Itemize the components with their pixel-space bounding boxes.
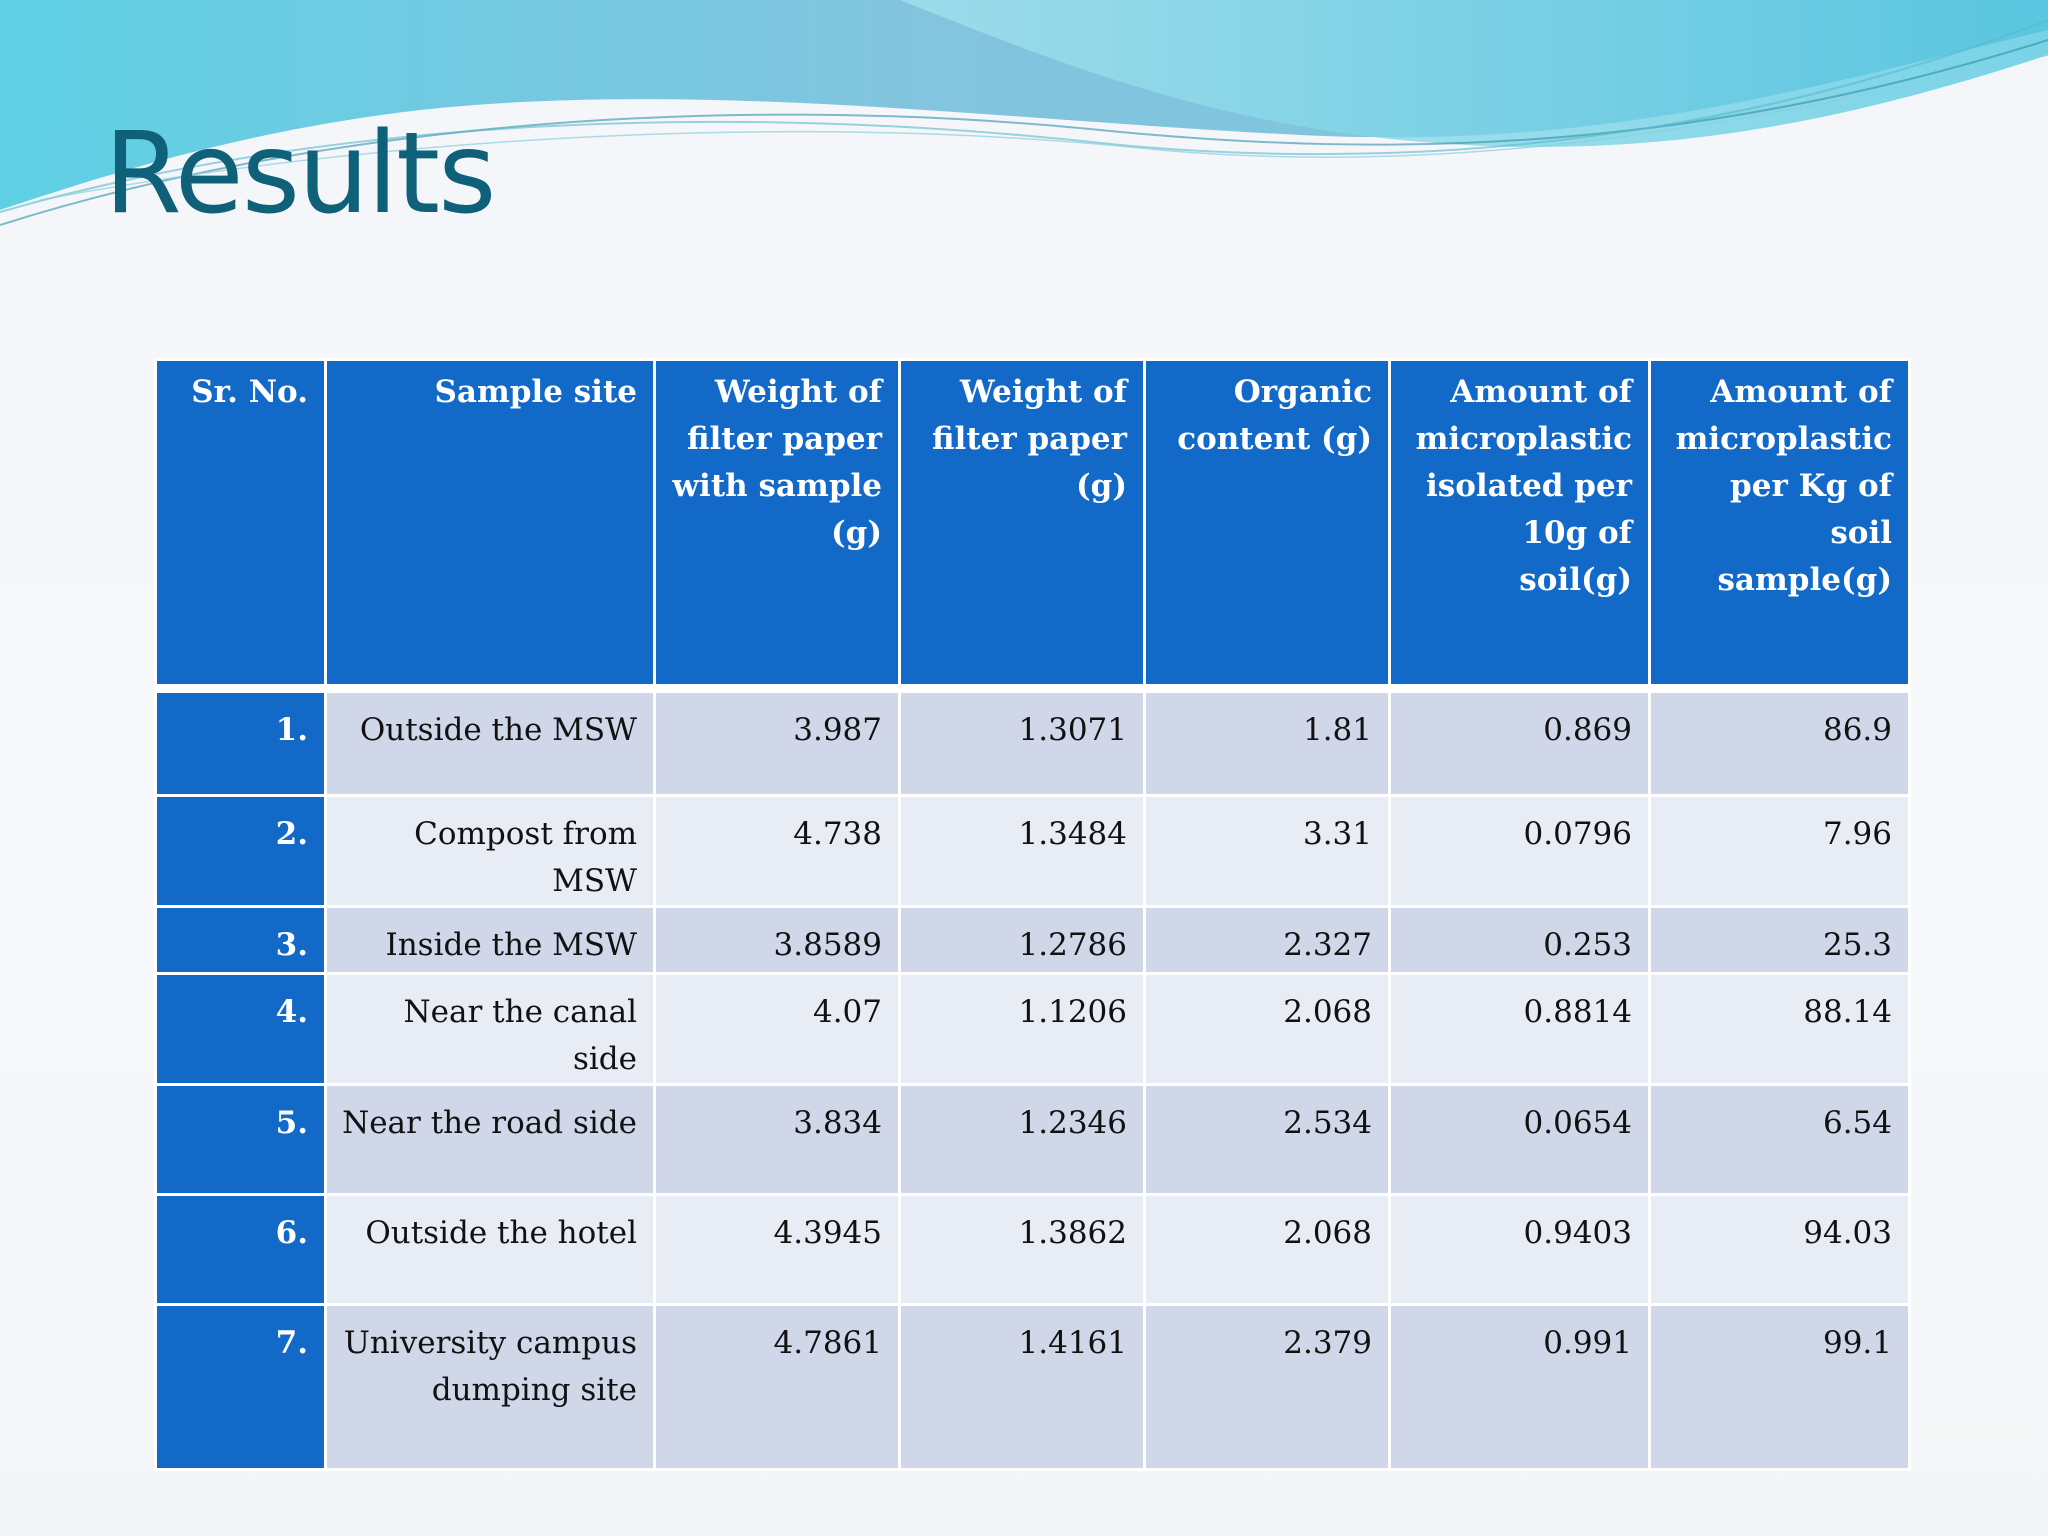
microplastic-per-kg-cell: 94.03 (1651, 1196, 1908, 1303)
table-row: 2. Compost from MSW 4.738 1.3484 3.31 0.… (157, 797, 1908, 905)
organic-content-cell: 2.327 (1146, 908, 1388, 972)
table-row: 5. Near the road side 3.834 1.2346 2.534… (157, 1086, 1908, 1193)
sample-site-cell: Near the canal side (327, 975, 653, 1083)
organic-content-cell: 1.81 (1146, 687, 1388, 794)
microplastic-per-10g-cell: 0.253 (1391, 908, 1648, 972)
microplastic-per-10g-cell: 0.991 (1391, 1306, 1648, 1468)
row-number: 7. (157, 1306, 324, 1468)
sample-site-cell: University campus dumping site (327, 1306, 653, 1468)
weight-with-sample-cell: 4.3945 (656, 1196, 898, 1303)
microplastic-per-kg-cell: 88.14 (1651, 975, 1908, 1083)
weight-with-sample-cell: 4.738 (656, 797, 898, 905)
weight-with-sample-cell: 4.7861 (656, 1306, 898, 1468)
microplastic-per-kg-cell: 7.96 (1651, 797, 1908, 905)
table-row: 4. Near the canal side 4.07 1.1206 2.068… (157, 975, 1908, 1083)
microplastic-per-10g-cell: 0.0796 (1391, 797, 1648, 905)
decorative-wave-banner (0, 0, 2048, 226)
table-row: 3. Inside the MSW 3.8589 1.2786 2.327 0.… (157, 908, 1908, 972)
organic-content-cell: 2.068 (1146, 1196, 1388, 1303)
sample-site-cell: Inside the MSW (327, 908, 653, 972)
weight-with-sample-cell: 3.8589 (656, 908, 898, 972)
row-number: 5. (157, 1086, 324, 1193)
slide-title: Results (104, 109, 496, 239)
sample-site-cell: Outside the MSW (327, 687, 653, 794)
row-number: 2. (157, 797, 324, 905)
header-weight-with-sample: Weight of filter paper with sample (g) (656, 361, 898, 684)
table-row: 1. Outside the MSW 3.987 1.3071 1.81 0.8… (157, 687, 1908, 794)
weight-filter-paper-cell: 1.1206 (901, 975, 1143, 1083)
microplastic-per-10g-cell: 0.8814 (1391, 975, 1648, 1083)
microplastic-per-kg-cell: 25.3 (1651, 908, 1908, 972)
organic-content-cell: 2.068 (1146, 975, 1388, 1083)
table-header-row: Sr. No. Sample site Weight of filter pap… (157, 361, 1908, 684)
header-weight-filter-paper: Weight of filter paper (g) (901, 361, 1143, 684)
weight-with-sample-cell: 4.07 (656, 975, 898, 1083)
weight-filter-paper-cell: 1.2786 (901, 908, 1143, 972)
header-sample-site: Sample site (327, 361, 653, 684)
header-microplastic-per-10g: Amount of microplastic isolated per 10g … (1391, 361, 1648, 684)
sample-site-cell: Outside the hotel (327, 1196, 653, 1303)
microplastic-per-10g-cell: 0.869 (1391, 687, 1648, 794)
table-row: 6. Outside the hotel 4.3945 1.3862 2.068… (157, 1196, 1908, 1303)
weight-filter-paper-cell: 1.2346 (901, 1086, 1143, 1193)
weight-filter-paper-cell: 1.3071 (901, 687, 1143, 794)
microplastic-per-kg-cell: 99.1 (1651, 1306, 1908, 1468)
header-sr-no: Sr. No. (157, 361, 324, 684)
weight-filter-paper-cell: 1.3484 (901, 797, 1143, 905)
microplastic-per-kg-cell: 86.9 (1651, 687, 1908, 794)
weight-filter-paper-cell: 1.3862 (901, 1196, 1143, 1303)
microplastic-per-kg-cell: 6.54 (1651, 1086, 1908, 1193)
row-number: 1. (157, 687, 324, 794)
row-number: 6. (157, 1196, 324, 1303)
weight-with-sample-cell: 3.834 (656, 1086, 898, 1193)
organic-content-cell: 3.31 (1146, 797, 1388, 905)
row-number: 4. (157, 975, 324, 1083)
row-number: 3. (157, 908, 324, 972)
sample-site-cell: Compost from MSW (327, 797, 653, 905)
header-organic-content: Organic content (g) (1146, 361, 1388, 684)
table-row: 7. University campus dumping site 4.7861… (157, 1306, 1908, 1468)
sample-site-cell: Near the road side (327, 1086, 653, 1193)
microplastic-per-10g-cell: 0.0654 (1391, 1086, 1648, 1193)
header-microplastic-per-kg: Amount of microplastic per Kg of soil sa… (1651, 361, 1908, 684)
microplastic-per-10g-cell: 0.9403 (1391, 1196, 1648, 1303)
organic-content-cell: 2.534 (1146, 1086, 1388, 1193)
weight-with-sample-cell: 3.987 (656, 687, 898, 794)
organic-content-cell: 2.379 (1146, 1306, 1388, 1468)
weight-filter-paper-cell: 1.4161 (901, 1306, 1143, 1468)
results-table: Sr. No. Sample site Weight of filter pap… (154, 358, 1911, 1471)
